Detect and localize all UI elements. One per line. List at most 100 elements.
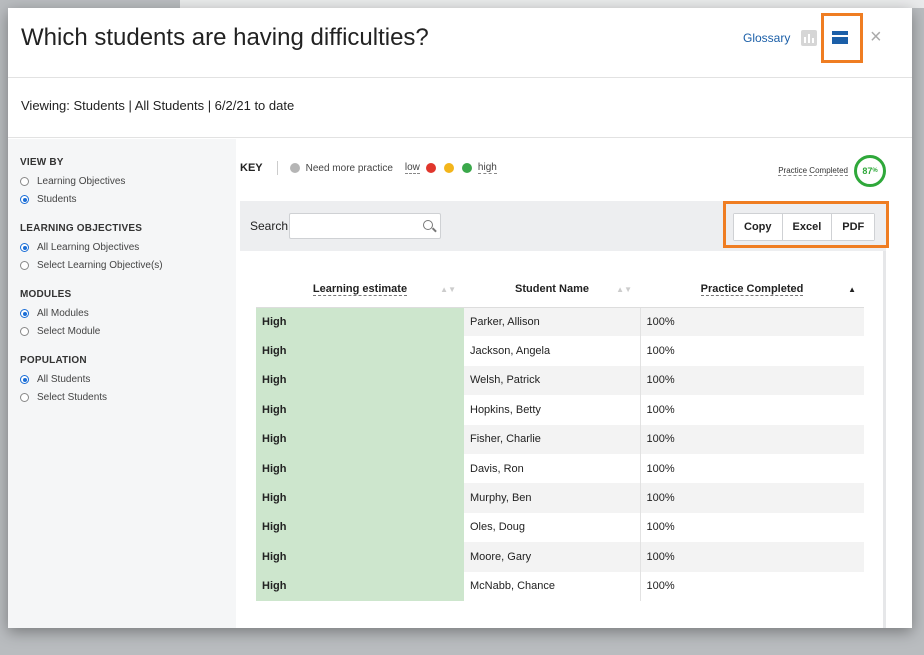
practice-completed-cell: 100%: [646, 345, 675, 358]
search-input[interactable]: [289, 213, 441, 239]
student-name-cell: Fisher, Charlie: [464, 424, 641, 454]
student-name-cell: Jackson, Angela: [464, 336, 641, 366]
sort-icon: ▲▼: [616, 285, 632, 294]
table-row: High Moore, Gary 100%: [256, 542, 864, 572]
export-button-group: Copy Excel PDF: [733, 213, 876, 241]
table-area: Learning estimate ▲▼ Student Name ▲▼ Pract…: [240, 251, 886, 628]
estimate-scale: low high: [404, 162, 497, 174]
excel-button[interactable]: Excel: [782, 214, 833, 240]
student-name-cell: Oles, Doug: [464, 512, 641, 543]
radio-button[interactable]: [20, 243, 29, 252]
pdf-button[interactable]: PDF: [832, 214, 875, 240]
filter-option-label: Select Learning Objective(s): [37, 260, 163, 271]
header-student-name[interactable]: Student Name ▲▼: [464, 271, 640, 308]
difficulties-modal: Which students are having difficulties? …: [8, 8, 912, 628]
radio-button[interactable]: [20, 327, 29, 336]
learning-estimate-cell: High: [256, 424, 464, 454]
filter-option[interactable]: Select Learning Objective(s): [20, 260, 236, 271]
learning-estimate-cell: High: [256, 307, 464, 337]
table-row: High Parker, Allison 100%: [256, 307, 864, 337]
practice-completed-cell: 100%: [640, 424, 864, 454]
student-name-cell: Hopkins, Betty: [464, 395, 641, 425]
header-learning-estimate[interactable]: Learning estimate ▲▼: [256, 271, 464, 308]
filter-section: VIEW BY Learning Objectives Students: [20, 157, 236, 205]
filter-option[interactable]: Select Students: [20, 392, 236, 403]
student-name-cell: McNabb, Chance: [464, 571, 641, 601]
radio-button[interactable]: [20, 375, 29, 384]
filter-section-label: MODULES: [20, 289, 72, 300]
filter-option-label: Learning Objectives: [37, 176, 126, 187]
key-label: KEY: [240, 162, 263, 174]
radio-button[interactable]: [20, 309, 29, 318]
grey-dot-icon: [289, 163, 300, 173]
red-dot-icon: [425, 163, 436, 173]
radio-button[interactable]: [20, 393, 29, 402]
filter-option[interactable]: Select Module: [20, 326, 236, 337]
learning-estimate-cell: High: [256, 365, 464, 396]
bar-chart-view-icon[interactable]: [801, 30, 817, 46]
glossary-link[interactable]: Glossary: [743, 31, 791, 45]
copy-button[interactable]: Copy: [734, 214, 783, 240]
filter-section: MODULES All Modules Select Module: [20, 289, 236, 337]
radio-button[interactable]: [20, 177, 29, 186]
filter-option[interactable]: All Modules: [20, 308, 236, 319]
filter-option-label: Select Module: [37, 326, 101, 337]
filter-section-label: POPULATION: [20, 355, 87, 366]
close-icon[interactable]: ×: [870, 26, 882, 48]
practice-completed-cell: 100%: [646, 521, 675, 534]
learning-estimate-cell: High: [256, 453, 464, 484]
filter-option[interactable]: Learning Objectives: [20, 176, 236, 187]
learning-estimate-cell: High: [256, 395, 464, 425]
filter-option-label: Select Students: [37, 392, 108, 403]
yellow-dot-icon: [443, 163, 454, 173]
sort-icon: ▲▼: [440, 285, 456, 294]
search-label: Search:: [250, 219, 292, 233]
practice-completed-label: Practice Completed: [778, 166, 848, 176]
key-legend: KEY Need more practice low high: [240, 161, 497, 175]
modal-title: Which students are having difficulties?: [21, 24, 429, 51]
student-name-cell: Davis, Ron: [464, 453, 641, 484]
table-row: High McNabb, Chance 100%: [256, 571, 864, 601]
table-row: High Murphy, Ben 100%: [256, 483, 864, 513]
search-icon: [423, 220, 433, 230]
filter-section: LEARNING OBJECTIVES All Learning Objectiv…: [20, 223, 236, 271]
students-table: Learning estimate ▲▼ Student Name ▲▼ Pract…: [256, 271, 864, 601]
main-panel: KEY Need more practice low high Practice…: [240, 139, 889, 628]
student-name-cell: Welsh, Patrick: [464, 365, 641, 396]
practice-completed-ring: 87%: [854, 155, 886, 187]
radio-button[interactable]: [20, 261, 29, 270]
filter-section: POPULATION All Students Select Students: [20, 355, 236, 403]
table-toolbar: Search: Copy Excel PDF: [240, 201, 886, 251]
table-view-icon[interactable]: [832, 31, 848, 44]
filter-option-label: All Modules: [37, 308, 89, 319]
student-name-cell: Murphy, Ben: [464, 483, 641, 513]
filter-sidebar: VIEW BY Learning Objectives Students LEARNI…: [8, 139, 236, 628]
table-row: High Oles, Doug 100%: [256, 512, 864, 543]
filter-option[interactable]: Students: [20, 194, 236, 205]
green-dot-icon: [461, 163, 472, 173]
filter-option[interactable]: All Students: [20, 374, 236, 385]
practice-completed-summary: Practice Completed 87%: [778, 155, 886, 187]
filter-section-label: LEARNING OBJECTIVES: [20, 223, 143, 234]
filter-option[interactable]: All Learning Objectives: [20, 242, 236, 253]
learning-estimate-cell: High: [256, 542, 464, 572]
key-divider: [276, 161, 278, 175]
viewing-summary: Viewing: Students | All Students | 6/2/2…: [8, 78, 912, 138]
header-practice-completed[interactable]: Practice Completed ▲: [640, 271, 864, 308]
sort-asc-icon: ▲: [848, 285, 856, 294]
radio-button[interactable]: [20, 195, 29, 204]
practice-completed-cell: 100%: [646, 462, 675, 475]
practice-completed-cell: 100%: [640, 483, 864, 513]
table-row: High Hopkins, Betty 100%: [256, 395, 864, 425]
learning-estimate-cell: High: [256, 571, 464, 601]
modal-header: Which students are having difficulties? …: [8, 8, 912, 78]
practice-completed-cell: 100%: [640, 307, 864, 337]
filter-option-label: Students: [37, 194, 77, 205]
export-highlight: [723, 201, 889, 248]
filter-section-label: VIEW BY: [20, 157, 64, 168]
table-row: High Fisher, Charlie 100%: [256, 424, 864, 454]
practice-completed-cell: 100%: [640, 542, 864, 572]
table-row: High Davis, Ron 100%: [256, 453, 864, 484]
learning-estimate-cell: High: [256, 512, 464, 543]
student-name-cell: Parker, Allison: [464, 307, 641, 337]
